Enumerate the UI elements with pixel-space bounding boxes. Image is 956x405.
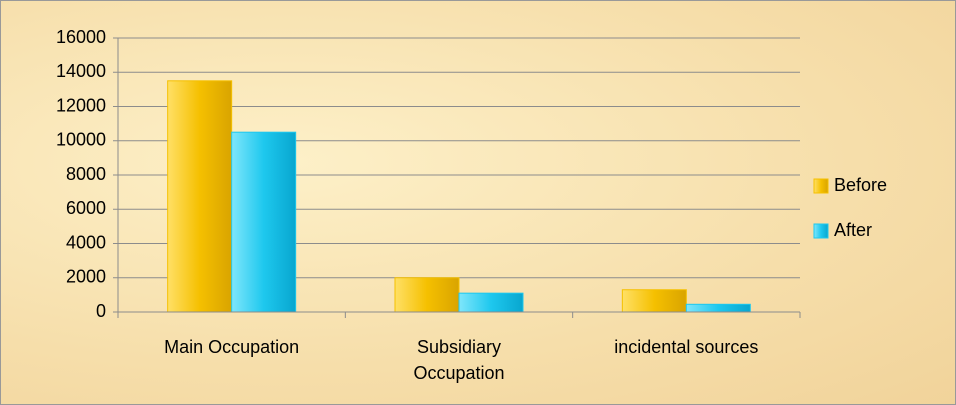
legend-swatch xyxy=(813,178,829,194)
bar xyxy=(458,292,524,313)
x-tick-label: Subsidiary Occupation xyxy=(413,337,505,383)
y-tick-label: 16000 xyxy=(56,27,106,47)
y-tick-label: 2000 xyxy=(66,267,106,287)
y-tick-label: 14000 xyxy=(56,61,106,81)
bar xyxy=(231,131,297,313)
y-tick-label: 10000 xyxy=(56,130,106,150)
bar xyxy=(621,289,687,313)
y-tick-label: 0 xyxy=(96,301,106,321)
legend-swatch xyxy=(813,223,829,239)
bar xyxy=(685,303,751,313)
x-tick-label: Main Occupation xyxy=(164,337,300,357)
y-tick-label: 8000 xyxy=(66,164,106,184)
legend-label: Before xyxy=(834,175,887,195)
x-tick-label: incidental sources xyxy=(614,337,759,357)
y-tick-label: 4000 xyxy=(66,232,106,252)
y-tick-label: 12000 xyxy=(56,95,106,115)
legend-label: After xyxy=(834,220,872,240)
bar xyxy=(167,80,233,313)
bar xyxy=(394,277,460,313)
y-tick-label: 6000 xyxy=(66,198,106,218)
